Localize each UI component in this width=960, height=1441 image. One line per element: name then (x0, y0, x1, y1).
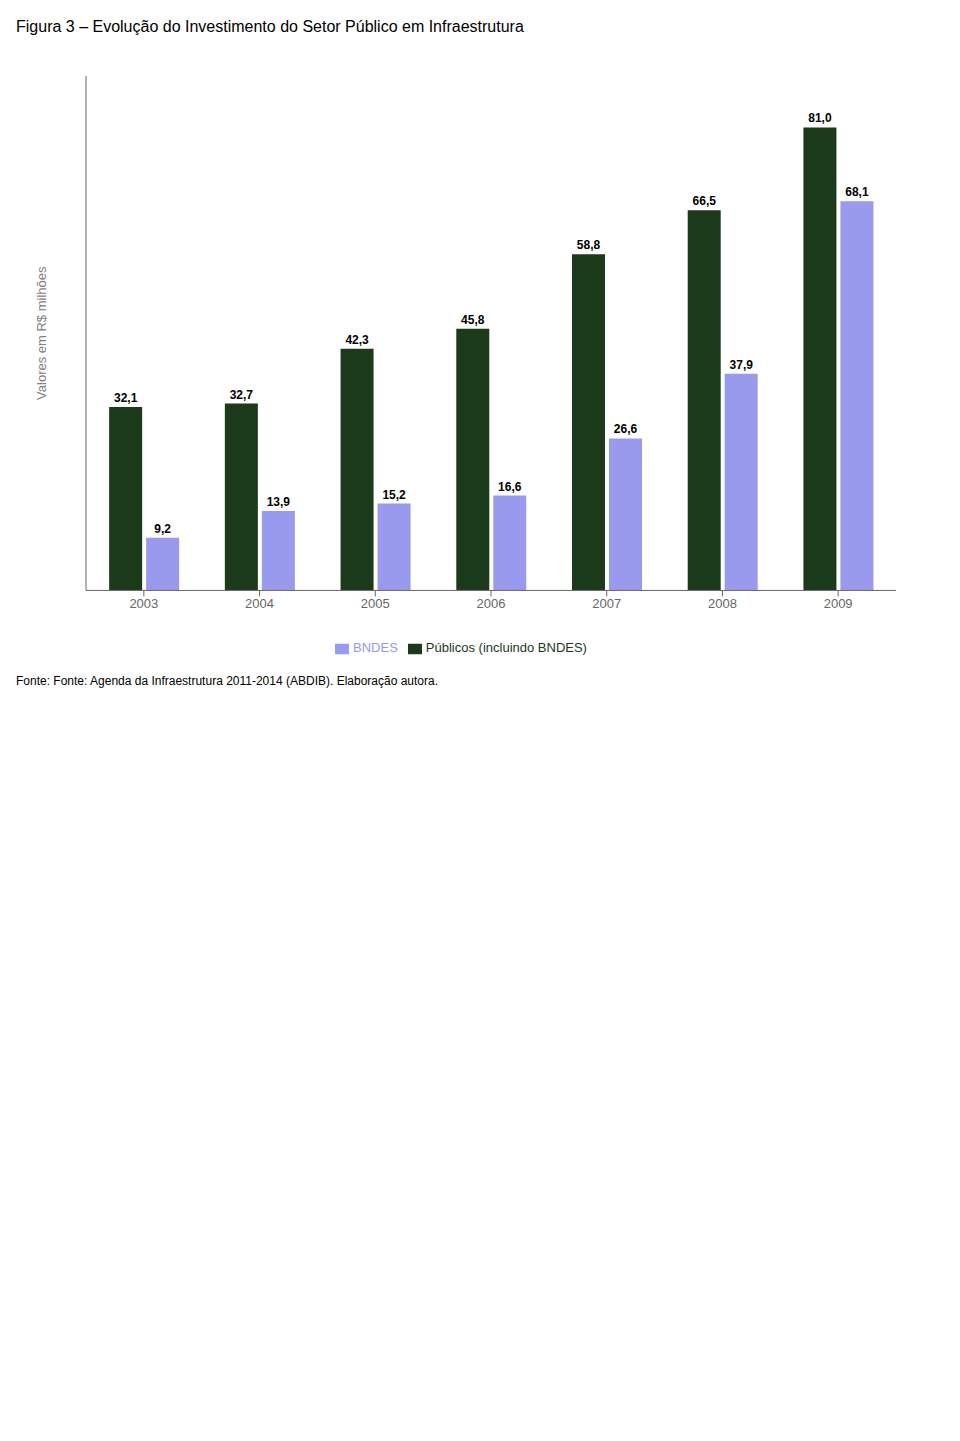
html-text:Públicos (incluindo BNDES): Públicos (incluindo BNDES) (425, 640, 587, 656)
svg-text:42,3: 42,3 (345, 333, 369, 347)
svg-text:66,5: 66,5 (693, 194, 717, 208)
svg-text:81,0: 81,0 (808, 111, 832, 125)
svg-text:9,2: 9,2 (154, 522, 171, 536)
html-text:Figura 3 – Evolução do Investi: Figura 3 – Evolução do Investimento do S… (16, 18, 524, 35)
html-text:Fonte: Fonte: Agenda da Infrae: Fonte: Fonte: Agenda da Infraestrutura 2… (16, 674, 438, 688)
svg-text:32,1: 32,1 (114, 391, 138, 405)
svg-text:2006: 2006 (477, 596, 506, 611)
svg-text:26,6: 26,6 (614, 422, 638, 436)
svg-text:2008: 2008 (708, 596, 737, 611)
svg-text:Valores em R$ milhões: Valores em R$ milhões (34, 266, 49, 400)
svg-text:2005: 2005 (361, 596, 390, 611)
svg-text:68,1: 68,1 (845, 185, 869, 199)
html-text:BNDES: BNDES (353, 640, 398, 656)
svg-text:2007: 2007 (592, 596, 621, 611)
svg-text:45,8: 45,8 (461, 313, 485, 327)
svg-text:58,8: 58,8 (577, 238, 601, 252)
svg-text:2009: 2009 (824, 596, 853, 611)
svg-text:37,9: 37,9 (730, 358, 754, 372)
svg-text:15,2: 15,2 (382, 488, 406, 502)
svg-text:2004: 2004 (245, 596, 274, 611)
svg-text:13,9: 13,9 (267, 495, 291, 509)
svg-text:2003: 2003 (129, 596, 158, 611)
svg-text:32,7: 32,7 (230, 388, 254, 402)
svg-text:16,6: 16,6 (498, 480, 522, 494)
